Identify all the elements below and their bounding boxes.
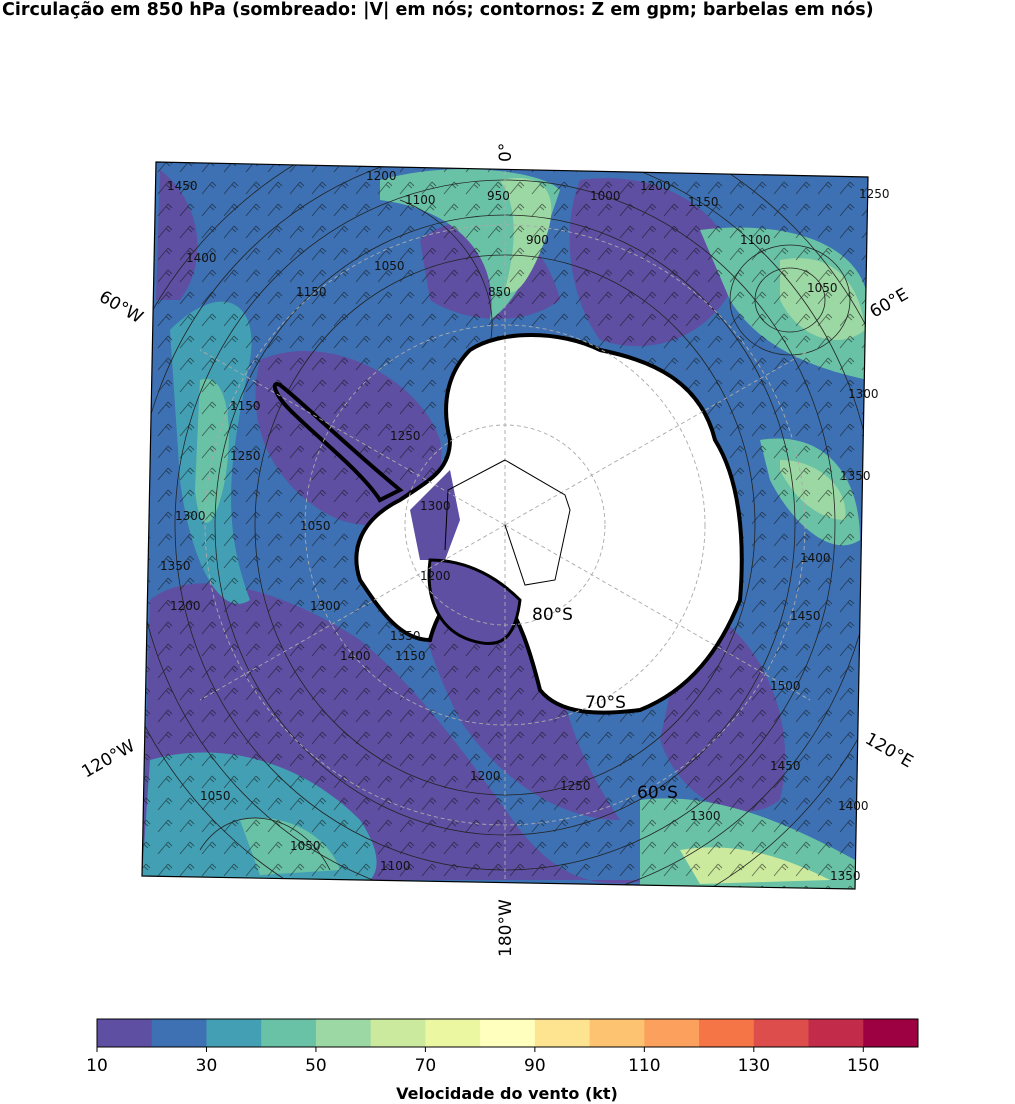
contour-label: 850	[488, 285, 511, 299]
contour-label: 1300	[310, 599, 341, 613]
colorbar-swatch	[699, 1019, 755, 1047]
contour-label: 1500	[770, 679, 801, 693]
colorbar-swatch	[151, 1019, 207, 1047]
contour-label: 1350	[830, 869, 861, 883]
contour-label: 1250	[560, 779, 591, 793]
contour-label: 1100	[380, 859, 411, 873]
colorbar-tick-label: 10	[86, 1056, 108, 1076]
contour-label: 1250	[390, 429, 421, 443]
colorbar: 10 30 50 70 90 110 130 150 Velocidade do vento …	[86, 1018, 919, 1103]
contour-label: 1300	[420, 499, 451, 513]
contour-label: 1150	[230, 399, 261, 413]
contour-label: 1400	[340, 649, 371, 663]
contour-label: 1050	[374, 259, 405, 273]
colorbar-swatch	[808, 1019, 864, 1047]
chart-title: Circulação em 850 hPa (sombreado: |V| em…	[2, 0, 874, 20]
antarctica-land	[272, 333, 744, 715]
contour-label: 1400	[800, 551, 831, 565]
colorbar-tick-label: 90	[524, 1056, 546, 1076]
contour-label: 1100	[405, 193, 436, 207]
colorbar-swatch	[534, 1019, 591, 1047]
colorbar-tick-label: 150	[847, 1056, 879, 1076]
colorbar-swatches	[97, 1019, 919, 1047]
lon-label-120w: 120°W	[79, 736, 139, 782]
contour-label: 1400	[186, 251, 217, 265]
colorbar-swatch	[370, 1019, 426, 1047]
contour-label: 1300	[175, 509, 206, 523]
domain-outline	[444, 459, 571, 586]
colorbar-title: Velocidade do vento (kt)	[396, 1084, 618, 1103]
contour-label: 1250	[230, 449, 261, 463]
contour-label: 1150	[296, 285, 327, 299]
colorbar-swatch	[644, 1019, 700, 1047]
colorbar-swatch	[480, 1019, 536, 1047]
contour-label: 1200	[470, 769, 501, 783]
contour-label: 1250	[859, 187, 890, 201]
colorbar-outline	[96, 1018, 919, 1048]
colorbar-swatch	[315, 1019, 372, 1047]
contour-label: 1100	[740, 233, 771, 247]
lat-label-80s: 80°S	[532, 605, 573, 625]
colorbar-tick-label: 70	[415, 1056, 437, 1076]
contour-label: 950	[487, 189, 510, 203]
contour-label: 1200	[420, 569, 451, 583]
contour-label: 1000	[590, 189, 621, 203]
contour-label: 1300	[848, 387, 879, 401]
lon-label-60e: 60°E	[867, 285, 912, 323]
contour-label: 1050	[300, 519, 331, 533]
contour-label: 1050	[290, 839, 321, 853]
colorbar-ticks: 10 30 50 70 90 110 130 150	[86, 1047, 879, 1076]
contour-label: 1200	[170, 599, 201, 613]
contour-label: 1200	[640, 179, 671, 193]
contour-label-group: 1450 1400 1150 1200 1100 1050 950 900 850 1000 120…	[160, 169, 890, 883]
map-frame	[141, 161, 869, 890]
colorbar-swatch	[589, 1019, 645, 1047]
contour-label: 1350	[160, 559, 191, 573]
colorbar-swatch	[753, 1019, 810, 1047]
contour-label: 1350	[390, 629, 421, 643]
contour-label: 1350	[840, 469, 871, 483]
lon-label-60w: 60°W	[96, 287, 147, 328]
colorbar-tick-label: 110	[628, 1056, 660, 1076]
lat-label-70s: 70°S	[585, 693, 626, 713]
contour-label: 1050	[807, 281, 838, 295]
lon-label-0: 0°	[496, 143, 516, 162]
colorbar-swatch	[206, 1019, 262, 1047]
contour-label: 1200	[366, 169, 397, 183]
colorbar-tick-label: 130	[738, 1056, 770, 1076]
colorbar-tick-label: 30	[196, 1056, 218, 1076]
colorbar-swatch	[261, 1019, 317, 1047]
lon-label-180w: 180°W	[496, 899, 516, 957]
contour-label: 1400	[838, 799, 869, 813]
lat-label-60s: 60°S	[637, 783, 678, 803]
colorbar-swatch	[863, 1019, 919, 1047]
colorbar-swatch	[425, 1019, 481, 1047]
colorbar-tick-label: 50	[305, 1056, 327, 1076]
contour-label: 1150	[688, 195, 719, 209]
contour-label: 900	[526, 233, 549, 247]
colorbar-swatch	[97, 1019, 153, 1047]
contour-label: 1150	[395, 649, 426, 663]
lon-label-120e: 120°E	[862, 729, 917, 772]
contour-label: 1450	[770, 759, 801, 773]
contour-label: 1450	[790, 609, 821, 623]
contour-label: 1300	[690, 809, 721, 823]
graticule	[199, 170, 811, 880]
contour-label: 1450	[167, 179, 198, 193]
contour-label: 1050	[200, 789, 231, 803]
